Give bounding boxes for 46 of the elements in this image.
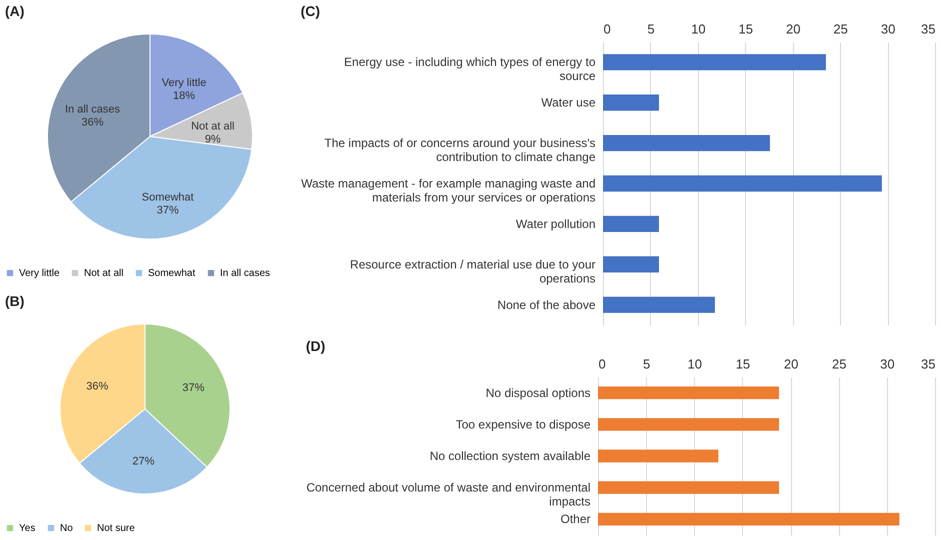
x-tick-label: 10 bbox=[691, 22, 706, 36]
text: (C) bbox=[300, 3, 320, 19]
legend-label: Yes bbox=[19, 523, 36, 534]
data-label: 36% bbox=[86, 380, 109, 393]
x-tick-label: 15 bbox=[738, 22, 754, 36]
x-tick-label: 30 bbox=[880, 356, 895, 372]
y-tick-label: Resource extraction / material use due to your operations bbox=[350, 257, 596, 286]
x-tick-label: 20 bbox=[786, 22, 800, 36]
x-tick-label: 35 bbox=[921, 356, 936, 372]
legend-label: Not at all bbox=[84, 268, 124, 280]
x-tick-label: 0 bbox=[604, 22, 611, 36]
y-tick-label: Waste management - for example managing waste and materials from your services or operations bbox=[301, 176, 596, 204]
x-tick-label: 20 bbox=[784, 356, 798, 372]
text: (D) bbox=[306, 338, 326, 354]
x-tick-label: 10 bbox=[688, 356, 702, 372]
chart-title: (B) bbox=[5, 293, 24, 309]
x-tick-label: 25 bbox=[832, 356, 846, 372]
data-label: Not at all 9% bbox=[191, 120, 234, 146]
data-label: Somewhat 37% bbox=[142, 192, 194, 217]
legend-label: No bbox=[60, 523, 74, 534]
y-tick-label: No disposal options bbox=[486, 386, 590, 400]
data-label: In all cases 36% bbox=[64, 103, 121, 128]
y-tick-label: The impacts of or concerns around your business's contribution to climate change bbox=[324, 136, 596, 164]
y-tick-label: Energy use - including which types of energy to source bbox=[344, 55, 596, 84]
chart-title: (A) bbox=[5, 3, 24, 19]
x-tick-label: 25 bbox=[833, 22, 848, 36]
y-tick-label: Other bbox=[560, 512, 590, 526]
data-label: Very little 18% bbox=[162, 76, 206, 102]
y-tick-label: Too expensive to dispose bbox=[456, 417, 591, 432]
y-tick-label: No collection system available bbox=[430, 449, 591, 463]
x-tick-label: 30 bbox=[880, 22, 896, 36]
x-tick-label: 15 bbox=[736, 356, 750, 372]
legend-label: Somewhat bbox=[148, 268, 196, 280]
x-tick-label: 35 bbox=[921, 22, 936, 36]
x-tick-label: 5 bbox=[643, 356, 650, 372]
y-tick-label: None of the above bbox=[497, 298, 596, 312]
legend-label: Very little bbox=[19, 268, 60, 280]
legend-label: Not sure bbox=[97, 523, 136, 534]
x-tick-label: 5 bbox=[647, 22, 655, 36]
x-tick-label: 0 bbox=[598, 356, 606, 372]
y-tick-label: Water pollution bbox=[516, 216, 596, 231]
y-tick-label: Water use bbox=[541, 96, 596, 110]
legend-label: In all cases bbox=[220, 268, 270, 280]
data-label: 27% bbox=[132, 456, 155, 468]
data-label: 37% bbox=[182, 382, 205, 394]
y-tick-label: Concerned about volume of waste and environmental impacts bbox=[306, 480, 590, 509]
